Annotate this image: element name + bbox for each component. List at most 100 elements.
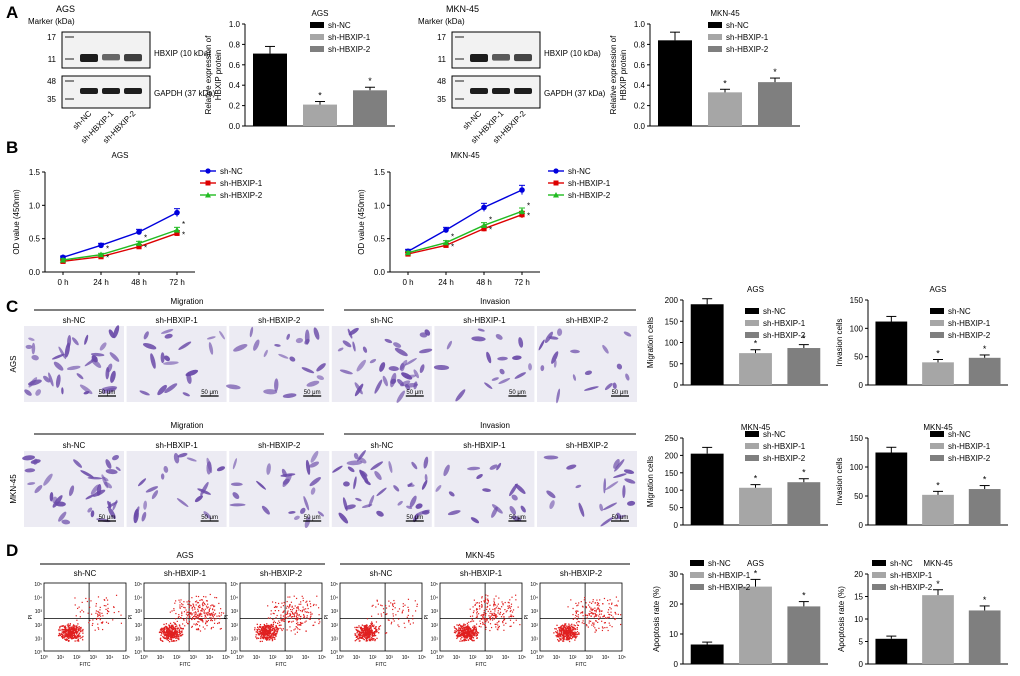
stained-cell — [511, 494, 518, 501]
event-dot — [569, 627, 571, 629]
event-dot — [172, 628, 175, 631]
event-dot — [289, 596, 291, 598]
event-dot — [97, 615, 99, 617]
event-dot — [403, 622, 405, 624]
event-dot — [172, 624, 174, 626]
event-dot — [76, 637, 78, 639]
event-dot — [160, 631, 163, 633]
event-dot — [206, 614, 209, 616]
stained-cell — [512, 355, 522, 361]
event-dot — [205, 622, 207, 624]
band-label-hbxip: HBXIP (10 kDa) — [154, 49, 211, 58]
event-dot — [68, 633, 70, 635]
series-line-sh-NC — [407, 189, 523, 252]
event-dot — [362, 628, 364, 630]
event-dot — [266, 637, 268, 639]
stained-cell — [566, 464, 577, 470]
event-dot — [174, 631, 176, 633]
event-dot — [582, 615, 584, 617]
event-dot — [490, 610, 492, 612]
event-dot — [190, 612, 192, 614]
event-dot — [589, 601, 591, 603]
event-dot — [556, 634, 558, 636]
event-dot — [572, 629, 574, 631]
stained-cell — [400, 380, 411, 387]
event-dot — [370, 633, 372, 636]
event-dot — [594, 615, 596, 617]
event-dot — [270, 634, 273, 636]
legend-swatch — [930, 455, 944, 461]
event-dot — [456, 624, 458, 626]
event-dot — [82, 630, 84, 632]
event-dot — [286, 600, 288, 603]
event-dot — [456, 637, 458, 640]
event-dot — [472, 626, 474, 628]
stained-cell — [467, 466, 481, 471]
stained-cell — [353, 476, 357, 490]
event-dot — [206, 607, 208, 609]
legend-label: sh-HBXIP-2 — [763, 454, 806, 463]
event-dot — [61, 636, 64, 638]
event-dot — [257, 628, 260, 630]
event-dot — [62, 631, 64, 634]
event-dot — [304, 611, 306, 613]
chart-title: MKN-45 — [741, 423, 771, 432]
event-dot — [262, 634, 265, 637]
event-dot — [615, 596, 618, 598]
event-dot — [175, 600, 177, 602]
event-dot — [355, 639, 358, 641]
event-dot — [564, 626, 566, 628]
event-dot — [69, 626, 71, 628]
stained-cell — [338, 512, 349, 524]
flow-frame — [439, 582, 523, 652]
group-title-invasion: Invasion — [480, 421, 510, 430]
event-dot — [603, 614, 605, 616]
event-dot — [476, 611, 478, 613]
event-dot — [365, 627, 367, 629]
event-dot — [484, 597, 487, 599]
event-dot — [67, 626, 69, 628]
event-dot — [385, 607, 388, 609]
event-dot — [590, 608, 592, 610]
stained-cell — [206, 336, 216, 340]
event-dot — [94, 629, 96, 631]
event-dot — [607, 611, 609, 613]
event-dot — [205, 600, 208, 602]
event-dot — [366, 625, 368, 627]
event-dot — [358, 625, 360, 627]
event-dot — [176, 633, 178, 636]
flow-y-tick: 10⁰ — [530, 650, 538, 656]
event-dot — [64, 636, 66, 638]
event-dot — [308, 618, 310, 620]
bar-sh-HBXIP-1 — [708, 92, 742, 126]
event-dot — [288, 621, 290, 623]
event-dot — [165, 637, 167, 639]
event-dot — [120, 614, 122, 616]
event-dot — [296, 631, 299, 633]
event-dot — [266, 632, 269, 634]
event-dot — [567, 627, 569, 629]
event-dot — [169, 633, 171, 635]
event-dot — [65, 633, 67, 636]
stained-cell — [232, 492, 240, 500]
event-dot — [365, 637, 367, 639]
event-dot — [215, 618, 217, 620]
event-dot — [363, 627, 366, 629]
event-dot — [262, 636, 265, 639]
point-sh-HBXIP-2 — [518, 208, 526, 214]
stained-cell — [219, 330, 225, 340]
stained-cell — [613, 473, 627, 478]
event-dot — [591, 609, 594, 611]
event-dot — [461, 630, 463, 632]
event-dot — [484, 606, 486, 608]
event-dot — [199, 599, 201, 602]
event-dot — [571, 636, 574, 639]
event-dot — [198, 606, 201, 609]
event-dot — [107, 622, 110, 624]
event-dot — [294, 612, 296, 614]
stained-cell — [30, 459, 41, 464]
event-dot — [99, 612, 101, 614]
significance-mark: * — [773, 67, 777, 77]
event-dot — [567, 634, 570, 637]
event-dot — [289, 615, 291, 617]
